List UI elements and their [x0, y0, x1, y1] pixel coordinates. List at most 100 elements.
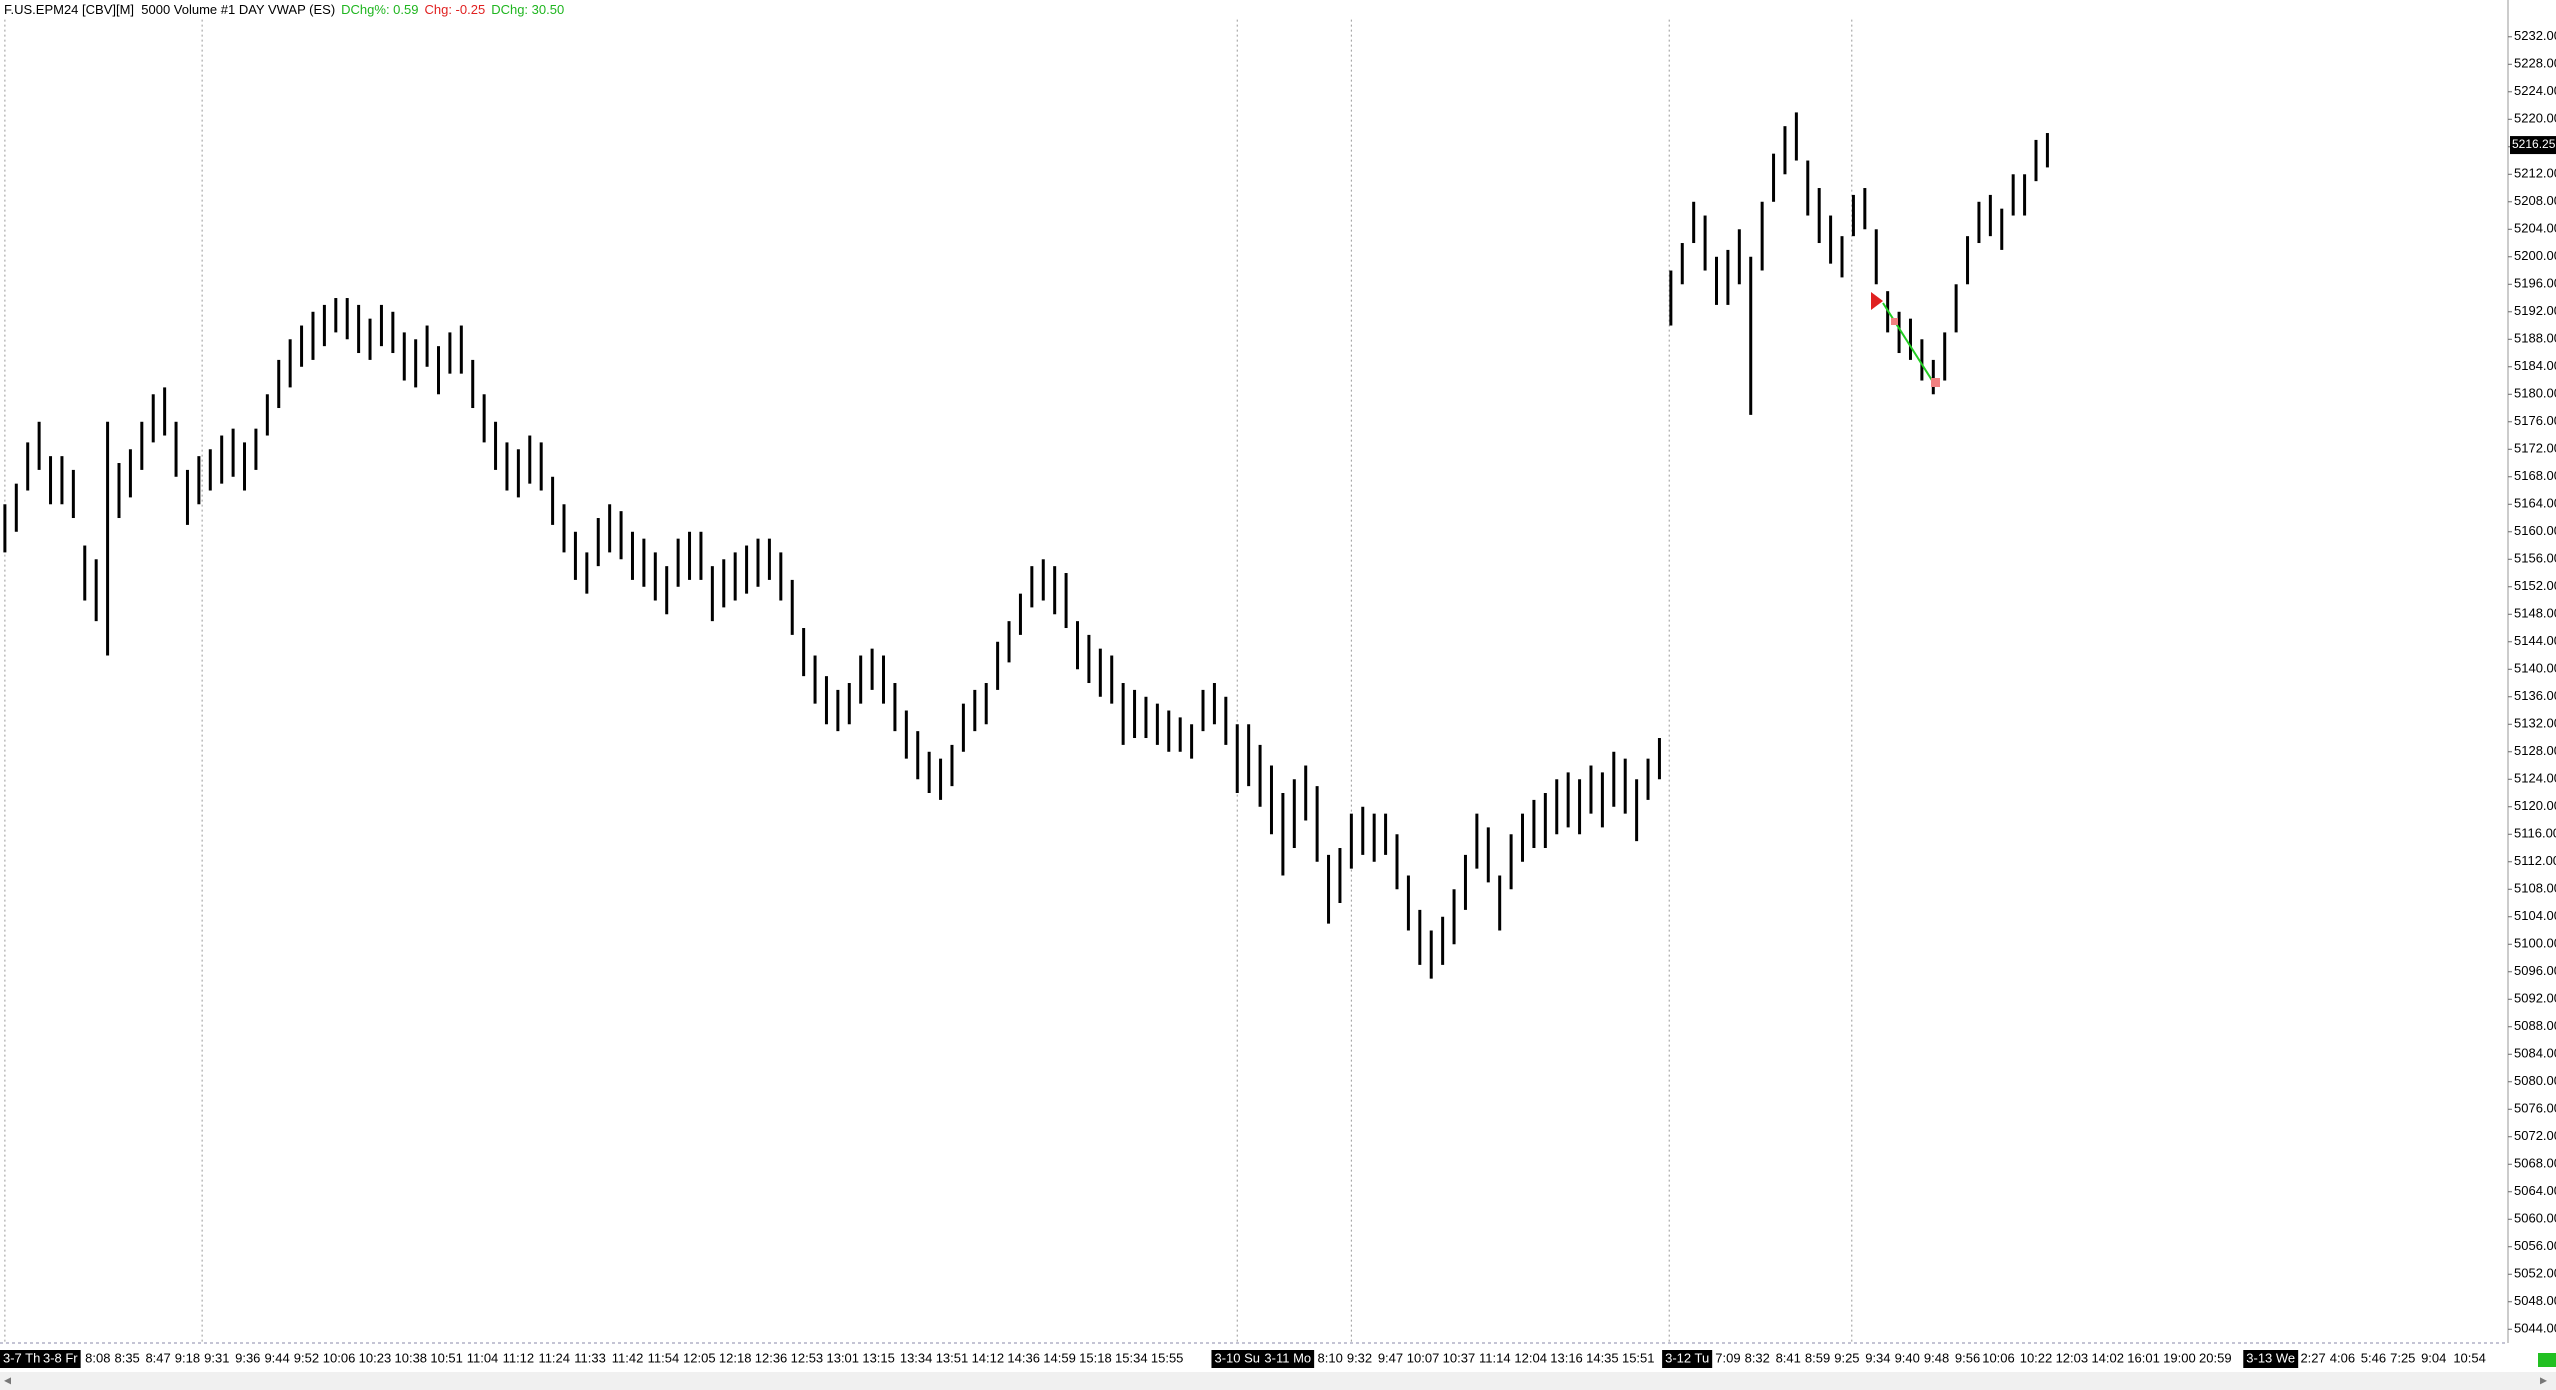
x-tick-label: 10:54 — [2453, 1350, 2486, 1365]
x-tick-label: 20:59 — [2199, 1350, 2232, 1365]
y-tick-label: 5160.00 — [2514, 523, 2556, 538]
y-tick-label: 5136.00 — [2514, 688, 2556, 703]
x-tick-label: 7:25 — [2390, 1350, 2415, 1365]
x-tick-label: 12:03 — [2056, 1350, 2089, 1365]
x-tick-label: 14:12 — [972, 1350, 1005, 1365]
y-tick-label: 5180.00 — [2514, 386, 2556, 401]
y-tick-label: 5148.00 — [2514, 606, 2556, 621]
x-tick-label: 9:52 — [294, 1350, 319, 1365]
y-tick-label: 5208.00 — [2514, 193, 2556, 208]
x-tick-label: 5:46 — [2361, 1350, 2386, 1365]
x-tick-label: 9:25 — [1834, 1350, 1859, 1365]
y-tick-label: 5168.00 — [2514, 468, 2556, 483]
y-tick-label: 5192.00 — [2514, 303, 2556, 318]
y-tick-label: 5232.00 — [2514, 28, 2556, 43]
x-tick-label: 14:59 — [1043, 1350, 1076, 1365]
x-tick-label: 12:53 — [791, 1350, 824, 1365]
x-date-label: 3-8 Fr — [43, 1350, 78, 1365]
y-tick-label: 5072.00 — [2514, 1128, 2556, 1143]
y-tick-label: 5164.00 — [2514, 496, 2556, 511]
y-tick-label: 5092.00 — [2514, 991, 2556, 1006]
x-tick-label: 8:59 — [1805, 1350, 1830, 1365]
x-tick-label: 12:36 — [755, 1350, 788, 1365]
y-tick-label: 5044.00 — [2514, 1321, 2556, 1336]
x-tick-label: 13:51 — [936, 1350, 969, 1365]
y-tick-label: 5096.00 — [2514, 963, 2556, 978]
scroll-right[interactable]: ▸ — [2540, 1372, 2547, 1388]
x-tick-label: 9:40 — [1895, 1350, 1920, 1365]
y-tick-label: 5112.00 — [2514, 853, 2556, 868]
x-date-label: 3-12 Tu — [1665, 1350, 1709, 1365]
x-tick-label: 9:47 — [1378, 1350, 1403, 1365]
y-tick-label: 5080.00 — [2514, 1073, 2556, 1088]
x-date-box — [1662, 1350, 1713, 1368]
chart-title: F.US.EPM24 [CBV][M] 5000 Volume #1 DAY V… — [4, 2, 335, 17]
x-tick-label: 14:36 — [1007, 1350, 1040, 1365]
x-tick-label: 9:44 — [264, 1350, 289, 1365]
x-tick-label: 11:04 — [467, 1350, 499, 1365]
x-tick-label: 13:34 — [900, 1350, 933, 1365]
x-tick-label: 10:23 — [359, 1350, 392, 1365]
x-date-label: 3-13 We — [2246, 1350, 2295, 1365]
y-tick-label: 5228.00 — [2514, 56, 2556, 71]
y-tick-label: 5220.00 — [2514, 111, 2556, 126]
y-tick-label: 5076.00 — [2514, 1101, 2556, 1116]
y-tick-label: 5212.00 — [2514, 166, 2556, 181]
y-tick-label: 5100.00 — [2514, 936, 2556, 951]
last-price-label: 5216.25 — [2512, 137, 2556, 151]
x-tick-label: 10:38 — [395, 1350, 428, 1365]
y-tick-label: 5048.00 — [2514, 1293, 2556, 1308]
y-tick-label: 5064.00 — [2514, 1183, 2556, 1198]
x-tick-label: 10:22 — [2020, 1350, 2053, 1365]
x-date-box — [0, 1350, 44, 1368]
x-tick-label: 9:48 — [1924, 1350, 1949, 1365]
y-tick-label: 5172.00 — [2514, 441, 2556, 456]
trade-markers — [1871, 292, 1940, 387]
scroll-left[interactable]: ◂ — [4, 1372, 11, 1388]
y-tick-label: 5184.00 — [2514, 358, 2556, 373]
y-tick-label: 5104.00 — [2514, 908, 2556, 923]
x-tick-label: 13:16 — [1550, 1350, 1583, 1365]
x-tick-label: 8:10 — [1318, 1350, 1343, 1365]
x-tick-label: 10:06 — [1982, 1350, 2015, 1365]
x-tick-label: 2:27 — [2300, 1350, 2325, 1365]
x-date-label: 3-10 Su — [1214, 1350, 1260, 1365]
y-tick-label: 5224.00 — [2514, 83, 2556, 98]
x-tick-label: 8:32 — [1745, 1350, 1770, 1365]
y-tick-label: 5116.00 — [2514, 826, 2556, 841]
x-tick-label: 16:01 — [2127, 1350, 2160, 1365]
scrollbar[interactable] — [0, 1372, 2556, 1390]
x-date-label: 3-11 Mo — [1264, 1350, 1311, 1365]
x-tick-label: 11:54 — [648, 1350, 680, 1365]
y-tick-label: 5140.00 — [2514, 661, 2556, 676]
x-tick-label: 12:18 — [719, 1350, 752, 1365]
x-date-box — [1261, 1350, 1315, 1368]
y-tick-label: 5120.00 — [2514, 798, 2556, 813]
last-price-box — [2510, 136, 2556, 155]
x-tick-label: 9:18 — [175, 1350, 200, 1365]
x-tick-label: 9:32 — [1347, 1350, 1372, 1365]
x-tick-label: 10:06 — [323, 1350, 356, 1365]
y-tick-label: 5084.00 — [2514, 1046, 2556, 1061]
x-tick-label: 13:15 — [862, 1350, 895, 1365]
y-tick-label: 5088.00 — [2514, 1018, 2556, 1033]
x-date-box — [2243, 1350, 2299, 1368]
x-tick-label: 11:33 — [574, 1350, 606, 1365]
x-tick-label: 8:41 — [1776, 1350, 1801, 1365]
y-tick-label: 5124.00 — [2514, 771, 2556, 786]
chart-header: F.US.EPM24 [CBV][M] 5000 Volume #1 DAY V… — [4, 2, 564, 17]
exit-marker — [1931, 378, 1940, 387]
entry-marker — [1871, 292, 1883, 310]
trade-line — [1882, 302, 1936, 386]
y-tick-label: 5188.00 — [2514, 331, 2556, 346]
header-stat: DChg%: 0.59 — [341, 2, 418, 17]
x-tick-label: 15:55 — [1151, 1350, 1184, 1365]
x-tick-label: 9:34 — [1865, 1350, 1890, 1365]
x-date-label: 3-7 Th — [3, 1350, 40, 1365]
y-tick-label: 5056.00 — [2514, 1238, 2556, 1253]
x-tick-label: 10:37 — [1443, 1350, 1476, 1365]
y-tick-label: 5128.00 — [2514, 743, 2556, 758]
x-tick-label: 11:24 — [538, 1350, 570, 1365]
